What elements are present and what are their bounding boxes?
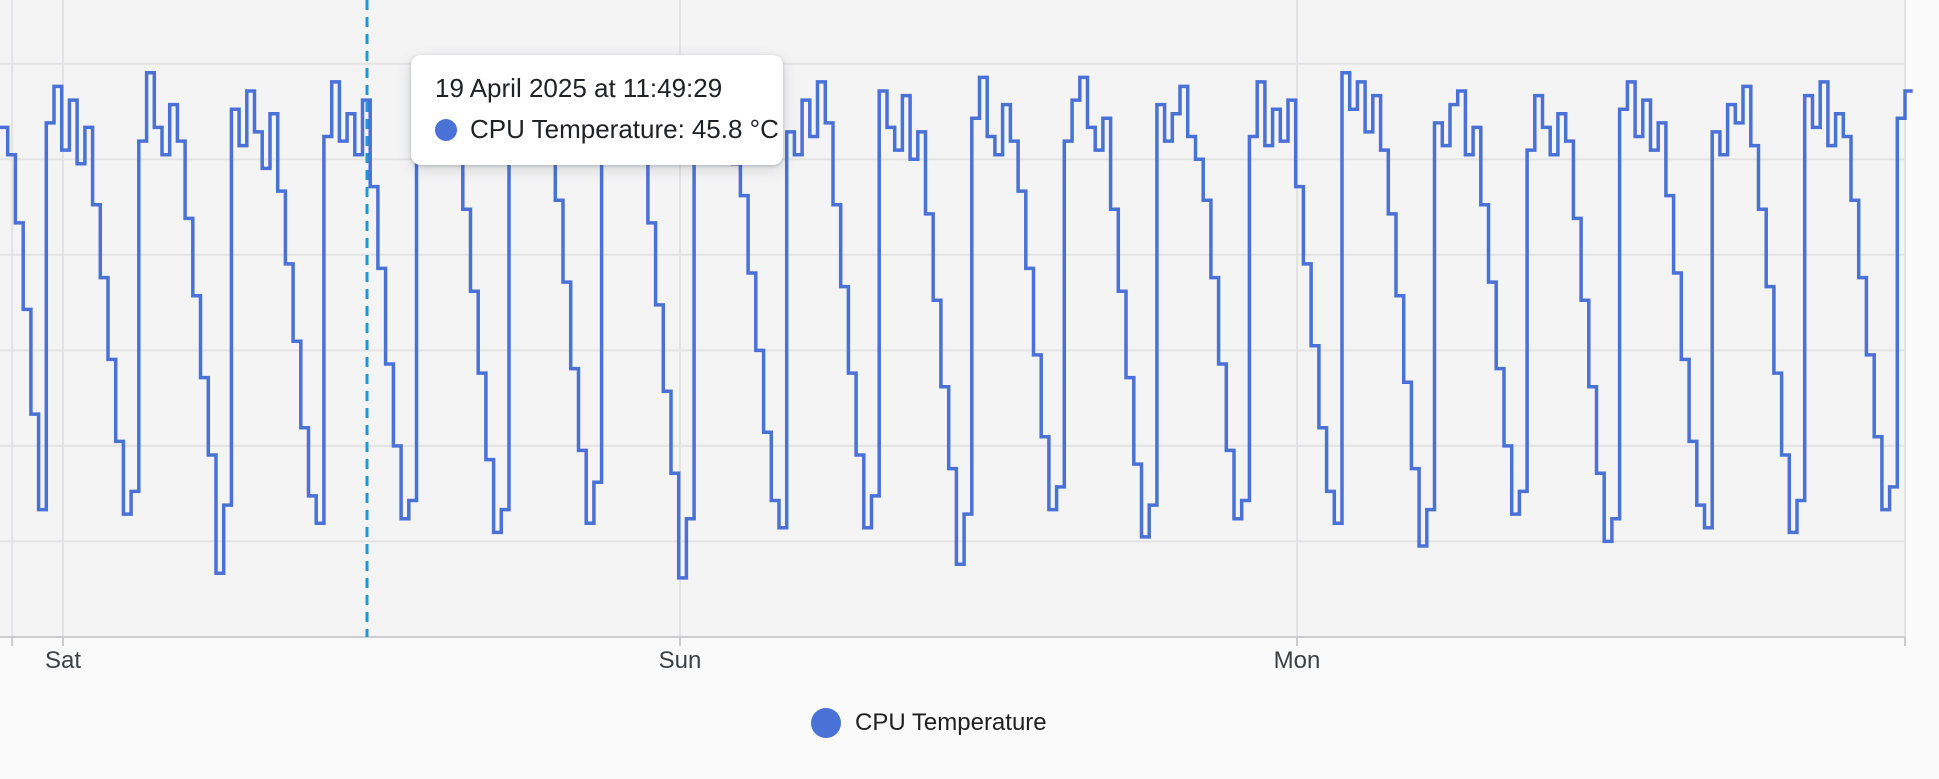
tooltip-value: 45.8 °C [691,114,779,144]
tooltip-series-label: CPU Temperature: [470,114,685,144]
x-axis-label-sat: Sat [44,647,82,674]
cpu-temperature-series-line [0,66,1913,580]
legend-label: CPU Temperature [855,709,1047,736]
x-axis-label-sun: Sun [658,647,702,674]
chart-tooltip: 19 April 2025 at 11:49:29 CPU Temperatur… [411,55,783,165]
x-axis-label-mon: Mon [1273,647,1321,674]
tooltip-timestamp: 19 April 2025 at 11:49:29 [435,73,723,103]
series-color-dot-icon [435,118,457,141]
legend-item-cpu-temperature[interactable]: CPU Temperature [811,708,1047,738]
legend-series-color-dot-icon [811,708,841,738]
cpu-temperature-chart[interactable] [0,0,1939,656]
